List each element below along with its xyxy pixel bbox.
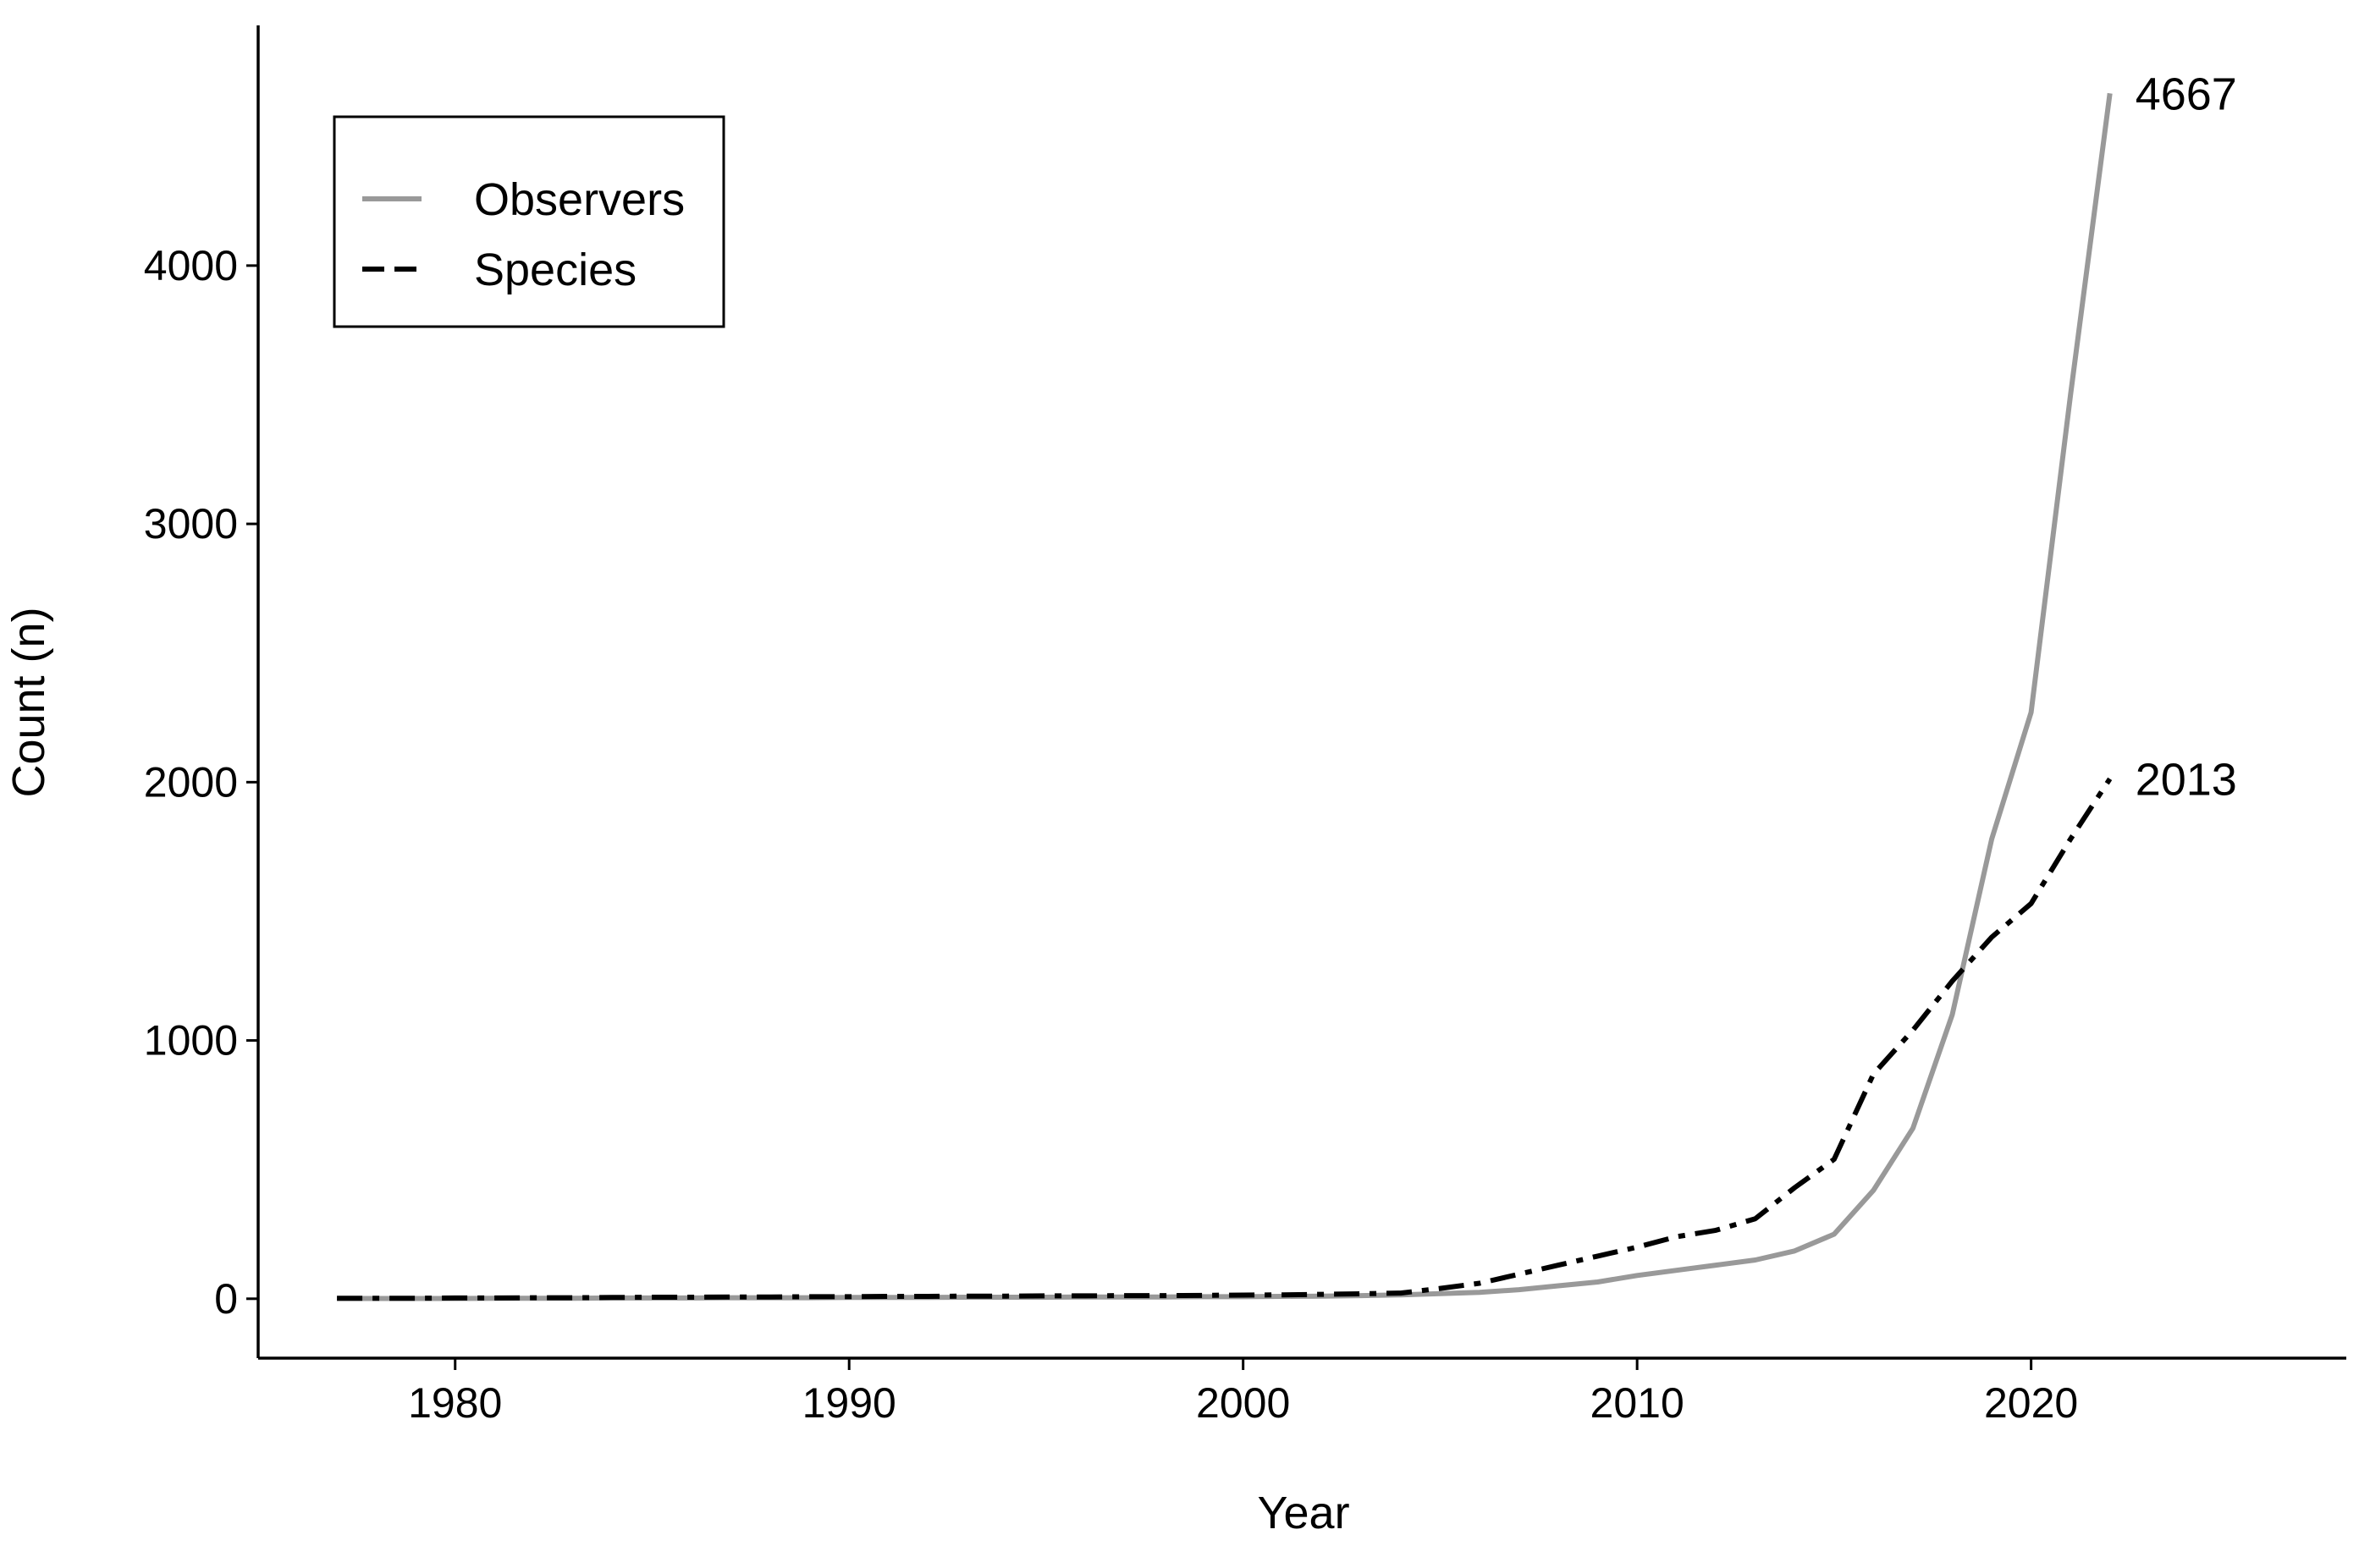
series-line-observers	[337, 92, 2113, 1301]
legend: Observers Species	[333, 115, 725, 328]
end-value-labels: 4667 2013	[2136, 69, 2237, 805]
legend-label-species: Species	[474, 245, 637, 295]
end-label-observers: 4667	[2136, 69, 2237, 119]
axes: 0 1000 2000 3000 4000 1980 1990 2000 2010 2020	[144, 25, 2346, 1427]
series-lines	[337, 92, 2113, 1301]
x-tick-label: 2000	[1196, 1379, 1290, 1427]
legend-label-observers: Observers	[474, 174, 685, 225]
end-label-species: 2013	[2136, 754, 2237, 805]
x-axis-title: Year	[1257, 1488, 1349, 1538]
y-tick-label: 4000	[144, 242, 238, 289]
x-tick-label: 1990	[802, 1379, 896, 1427]
x-tick-label: 2020	[1984, 1379, 2078, 1427]
x-tick-label: 2010	[1590, 1379, 1684, 1427]
x-tick-label: 1980	[408, 1379, 502, 1427]
y-tick-label: 3000	[144, 500, 238, 547]
y-tick-label: 0	[214, 1275, 238, 1323]
y-tick-label: 2000	[144, 758, 238, 806]
legend-box	[333, 115, 725, 328]
y-tick-label: 1000	[144, 1017, 238, 1065]
y-axis-title: Count (n)	[3, 607, 54, 797]
